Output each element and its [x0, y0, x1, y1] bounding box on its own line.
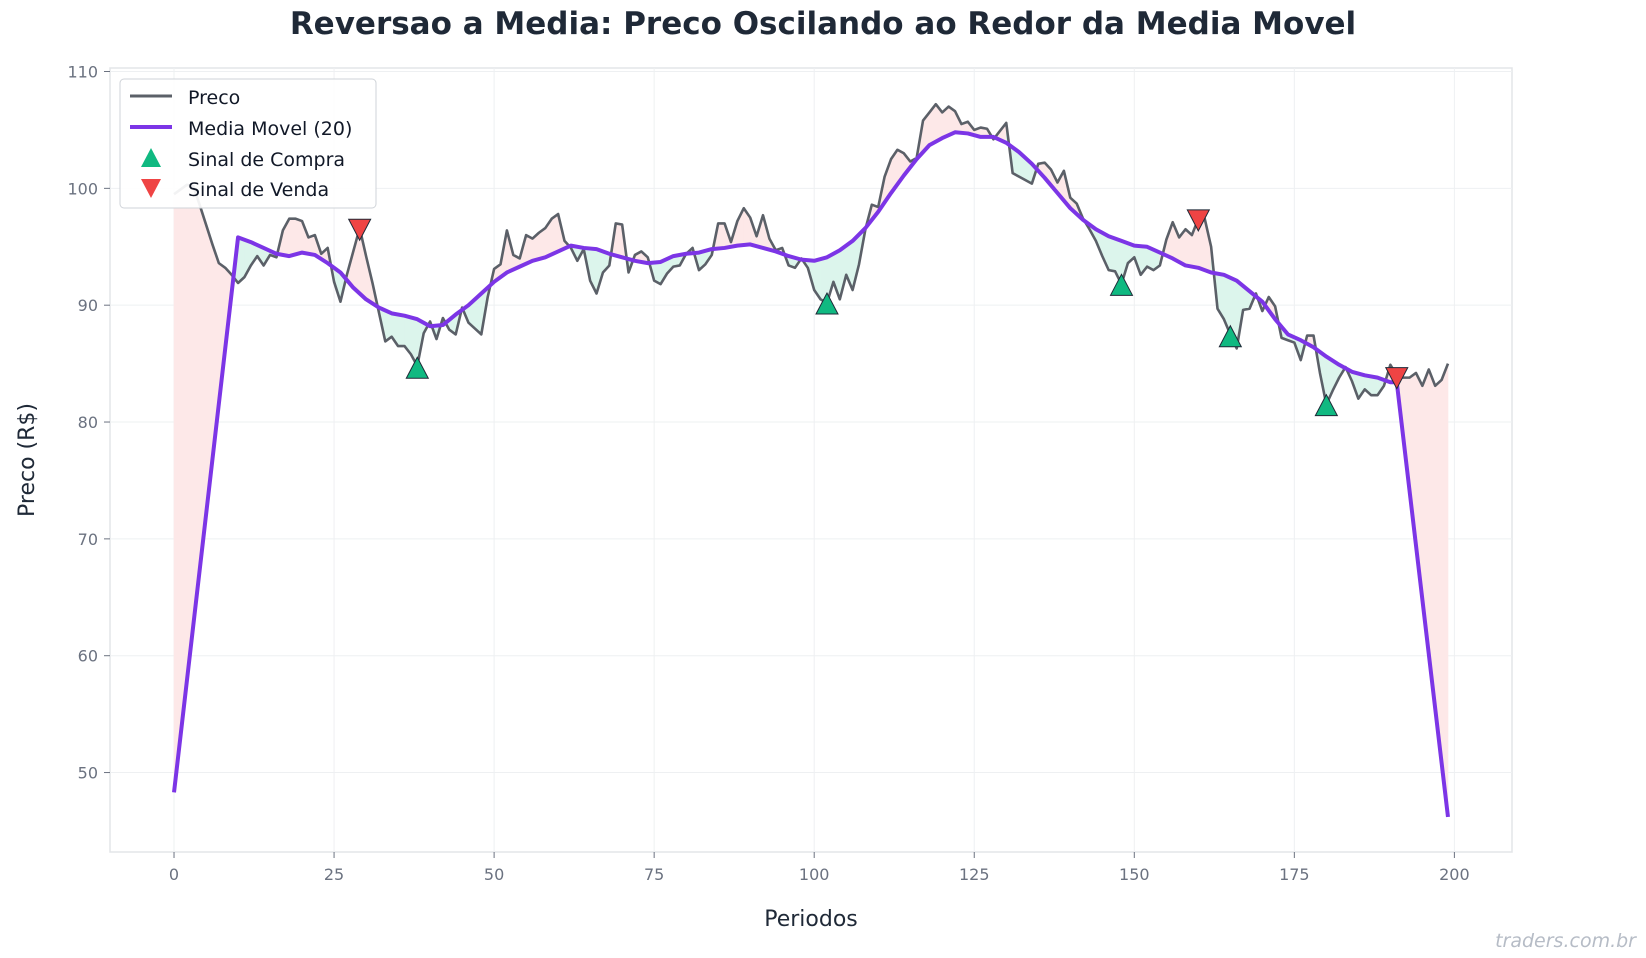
buy-signal-marker: [1109, 273, 1134, 296]
x-tick-label: 100: [799, 865, 830, 884]
fill-above-average: [295, 218, 303, 255]
x-tick-label: 175: [1279, 865, 1310, 884]
y-axis-label: Preco (R$): [15, 403, 40, 517]
x-axis-label: Periodos: [764, 907, 858, 932]
fill-above-average: [551, 213, 559, 255]
x-tick-label: 50: [484, 865, 504, 884]
sell-signal-marker: [1384, 367, 1409, 390]
x-tick-label: 25: [324, 865, 344, 884]
legend-sell-icon: [141, 179, 161, 198]
signal-markers: [347, 209, 1409, 417]
fill-above-average: [717, 223, 725, 249]
x-tick-label: 200: [1439, 865, 1470, 884]
x-tick-label: 150: [1119, 865, 1150, 884]
fill-above-average: [192, 185, 200, 626]
watermark: traders.com.br: [1495, 930, 1636, 952]
legend-buy-icon: [141, 148, 161, 167]
legend-ma-label: Media Movel (20): [188, 118, 352, 140]
sell-signal-marker: [1186, 209, 1211, 232]
fill-above-average: [186, 184, 194, 682]
buy-signal-marker: [405, 356, 430, 379]
legend-box: [119, 78, 377, 209]
grid: [110, 68, 1512, 852]
legend-price-label: Preco: [188, 87, 240, 109]
fill-below-average: [397, 314, 405, 347]
x-tick-label: 75: [644, 865, 664, 884]
chart-title: Reversao a Media: Preco Oscilando ao Red…: [289, 6, 1357, 42]
fill-above-average: [180, 184, 188, 737]
y-tick-label: 60: [78, 647, 98, 666]
x-axis-ticks: 0 25 50 75 100 125 150 175 200: [169, 852, 1470, 884]
y-tick-label: 70: [78, 530, 98, 549]
y-tick-label: 90: [78, 296, 98, 315]
x-tick-label: 125: [959, 865, 990, 884]
y-tick-label: 50: [78, 764, 98, 783]
fill-above-average: [173, 188, 181, 793]
moving-average-line: [172, 130, 1450, 818]
y-axis-ticks: 50 60 70 80 90 100 110: [67, 63, 110, 783]
legend-buy-label: Sinal de Compra: [188, 149, 345, 171]
legend-sell-label: Sinal de Venda: [188, 179, 329, 201]
fill-below-average: [1108, 235, 1116, 272]
fill-above-average: [615, 223, 623, 258]
buy-signal-marker: [1218, 324, 1243, 348]
legend: Preco Media Movel (20) Sinal de Compra S…: [119, 78, 377, 209]
y-tick-label: 80: [78, 413, 98, 432]
sell-signal-marker: [347, 218, 372, 242]
y-tick-label: 110: [67, 63, 98, 82]
y-tick-label: 100: [67, 179, 98, 198]
buy-signal-marker: [1314, 393, 1339, 417]
buy-signal-marker: [815, 291, 839, 315]
x-tick-label: 0: [169, 865, 179, 884]
fill-above-average: [288, 218, 296, 257]
fill-above-average: [1441, 363, 1449, 817]
